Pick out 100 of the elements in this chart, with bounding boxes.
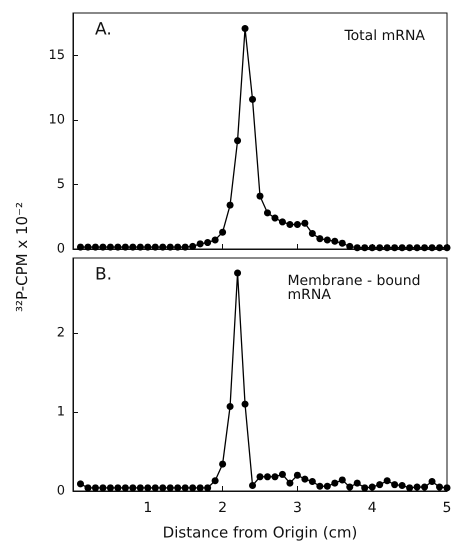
point (159, 244, 166, 251)
point (301, 220, 308, 227)
point (278, 218, 286, 226)
point (376, 244, 384, 252)
point (136, 484, 144, 492)
point (114, 244, 122, 251)
point (421, 484, 428, 491)
point (346, 242, 354, 250)
point (84, 244, 92, 251)
point (331, 238, 338, 245)
point (271, 473, 278, 480)
y-tick-label: 2 (56, 326, 65, 341)
point (316, 235, 324, 242)
point (308, 230, 316, 238)
x-tick-label: 4 (368, 500, 377, 516)
y-axis-title: ³²P-CPM x 10⁻² (13, 202, 32, 312)
point (189, 484, 196, 492)
point (414, 244, 421, 252)
point (212, 477, 219, 484)
point (391, 481, 398, 488)
point (406, 244, 414, 252)
point (294, 221, 301, 228)
point (324, 236, 331, 244)
point (354, 244, 361, 252)
point (406, 484, 414, 492)
y-tick-label: 10 (48, 112, 65, 128)
point (204, 484, 212, 492)
y-tick-label: 0 (56, 242, 65, 256)
y-tick-label: 15 (48, 48, 65, 64)
chart-title: A. (95, 20, 112, 40)
point (436, 484, 444, 491)
point (428, 244, 436, 252)
point (136, 244, 144, 251)
point (398, 482, 406, 489)
point (152, 244, 159, 251)
annotation: Total mRNA (343, 28, 426, 44)
point (129, 244, 136, 251)
point (354, 480, 361, 487)
point (226, 202, 234, 209)
point (99, 244, 106, 251)
point (99, 484, 106, 492)
point (398, 244, 406, 252)
point (159, 484, 166, 492)
point (376, 481, 384, 488)
y-tick-label: 1 (56, 404, 65, 420)
point (271, 214, 278, 222)
point (338, 240, 346, 247)
point (391, 244, 398, 252)
point (384, 244, 391, 252)
point (286, 221, 294, 228)
point (256, 473, 264, 480)
point (294, 472, 301, 479)
point (286, 480, 294, 487)
x-tick-label: 1 (143, 500, 152, 516)
annotation: Membrane - bound mRNA (287, 273, 426, 303)
point (316, 482, 324, 490)
x-axis-title: Distance from Origin (cm) (162, 524, 358, 542)
point (368, 484, 376, 491)
point (129, 484, 136, 492)
point (226, 402, 234, 410)
point (182, 244, 189, 251)
point (196, 484, 204, 492)
point (114, 484, 122, 492)
point (152, 484, 159, 492)
point (308, 478, 316, 486)
point (174, 484, 182, 492)
point (212, 236, 219, 244)
point (219, 460, 226, 468)
point (421, 244, 428, 252)
point (106, 484, 114, 492)
y-tick-label: 5 (56, 177, 65, 192)
point (76, 244, 84, 251)
point (234, 270, 242, 277)
point (249, 96, 256, 103)
point (76, 480, 84, 488)
point (331, 480, 338, 487)
point (368, 244, 376, 252)
point (242, 24, 249, 32)
point (106, 244, 114, 251)
point (264, 209, 271, 216)
point (219, 228, 226, 236)
point (122, 484, 129, 492)
x-tick-label: 2 (218, 500, 228, 516)
point (242, 400, 249, 408)
point (338, 476, 346, 484)
point (166, 244, 174, 251)
point (92, 484, 99, 492)
point (264, 473, 271, 480)
point (444, 484, 450, 492)
point (324, 482, 331, 490)
point (444, 244, 450, 252)
point (92, 244, 99, 251)
point (182, 484, 189, 492)
point (436, 244, 444, 252)
point (384, 477, 391, 484)
point (256, 192, 264, 200)
chart-title: B. (95, 264, 112, 284)
point (196, 240, 204, 248)
point (249, 482, 256, 489)
x-tick-label: 5 (442, 500, 452, 516)
